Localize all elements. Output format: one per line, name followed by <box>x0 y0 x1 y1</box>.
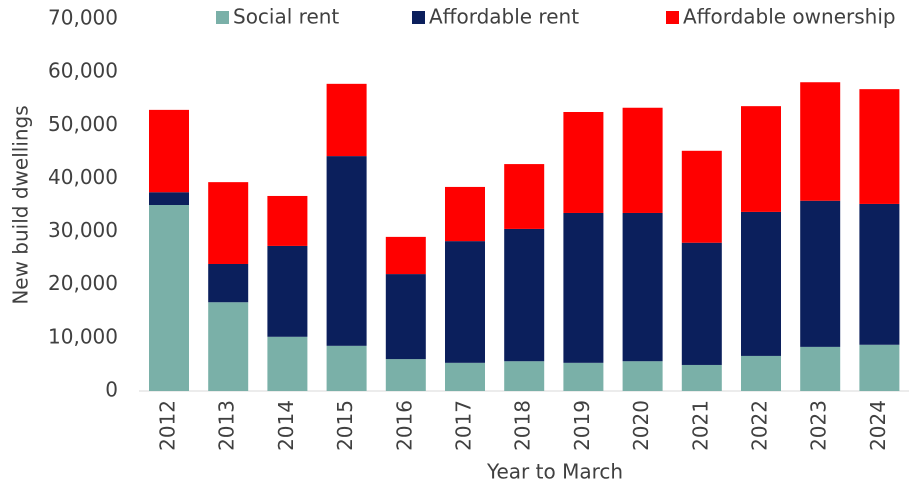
bar-segment <box>741 211 781 356</box>
bar-segment <box>504 228 545 362</box>
bar-segment <box>800 346 841 391</box>
bar-segment <box>149 192 189 205</box>
bar-segment <box>326 83 367 157</box>
y-tick-label: 70,000 <box>48 6 118 30</box>
bar-segment <box>622 212 663 362</box>
bar-segment <box>800 200 841 347</box>
bar-segment <box>445 362 485 391</box>
bar-segment <box>149 205 189 391</box>
y-tick-label: 40,000 <box>48 165 118 189</box>
x-tick-label: 2019 <box>570 400 594 451</box>
x-tick-label: 2017 <box>452 400 476 451</box>
x-tick-label: 2015 <box>333 400 357 451</box>
bar-segment <box>267 336 308 391</box>
bar-segment <box>385 274 426 360</box>
bar-segment <box>445 186 485 242</box>
legend-label: Social rent <box>233 5 339 29</box>
bar-segment <box>681 150 722 243</box>
x-tick-label: 2021 <box>688 400 712 451</box>
x-tick-label: 2023 <box>807 400 831 451</box>
x-tick-label: 2013 <box>215 400 239 451</box>
bar-segment <box>563 112 604 213</box>
x-tick-label: 2020 <box>629 400 653 451</box>
bar-segment <box>326 156 367 346</box>
bar-segment <box>859 89 900 204</box>
bar-segment <box>563 212 604 363</box>
x-axis-title: Year to March <box>486 460 623 484</box>
bar-segment <box>563 362 604 391</box>
x-tick-label: 2012 <box>156 400 180 451</box>
bar-segment <box>681 242 722 365</box>
bar-segment <box>208 182 249 264</box>
bar-segment <box>859 344 900 391</box>
bar-segment <box>208 263 249 303</box>
x-tick-label: 2024 <box>866 400 890 451</box>
bar-segment <box>859 203 900 345</box>
x-tick-label: 2022 <box>748 400 772 451</box>
bar-segment <box>267 195 308 246</box>
x-tick-label: 2018 <box>511 400 535 451</box>
legend-label: Affordable ownership <box>683 5 896 29</box>
bar-segment <box>326 345 367 391</box>
legend-swatch <box>666 11 679 24</box>
x-tick-label: 2016 <box>392 400 416 451</box>
y-tick-label: 0 <box>105 378 118 402</box>
bar-segment <box>445 241 485 363</box>
bar-segment <box>741 355 781 391</box>
y-tick-label: 30,000 <box>48 218 118 242</box>
bar-segment <box>504 361 545 391</box>
legend-label: Affordable rent <box>429 5 579 29</box>
x-tick-label: 2014 <box>274 400 298 451</box>
bar-segment <box>208 302 249 391</box>
y-axis-title: New build dwellings <box>9 105 33 304</box>
y-tick-label: 20,000 <box>48 271 118 295</box>
bar-segment <box>800 82 841 201</box>
y-tick-label: 60,000 <box>48 59 118 83</box>
bar-segment <box>385 236 426 275</box>
bar-segment <box>622 107 663 213</box>
y-tick-label: 10,000 <box>48 324 118 348</box>
bar-segment <box>504 164 545 229</box>
legend-swatch <box>412 11 425 24</box>
bar-segment <box>149 109 189 193</box>
bar-segment <box>267 245 308 337</box>
y-tick-label: 50,000 <box>48 112 118 136</box>
bar-segment <box>622 361 663 391</box>
legend-swatch <box>216 11 229 24</box>
bar-segment <box>681 364 722 391</box>
bar-segment <box>385 359 426 391</box>
bar-segment <box>741 106 781 212</box>
